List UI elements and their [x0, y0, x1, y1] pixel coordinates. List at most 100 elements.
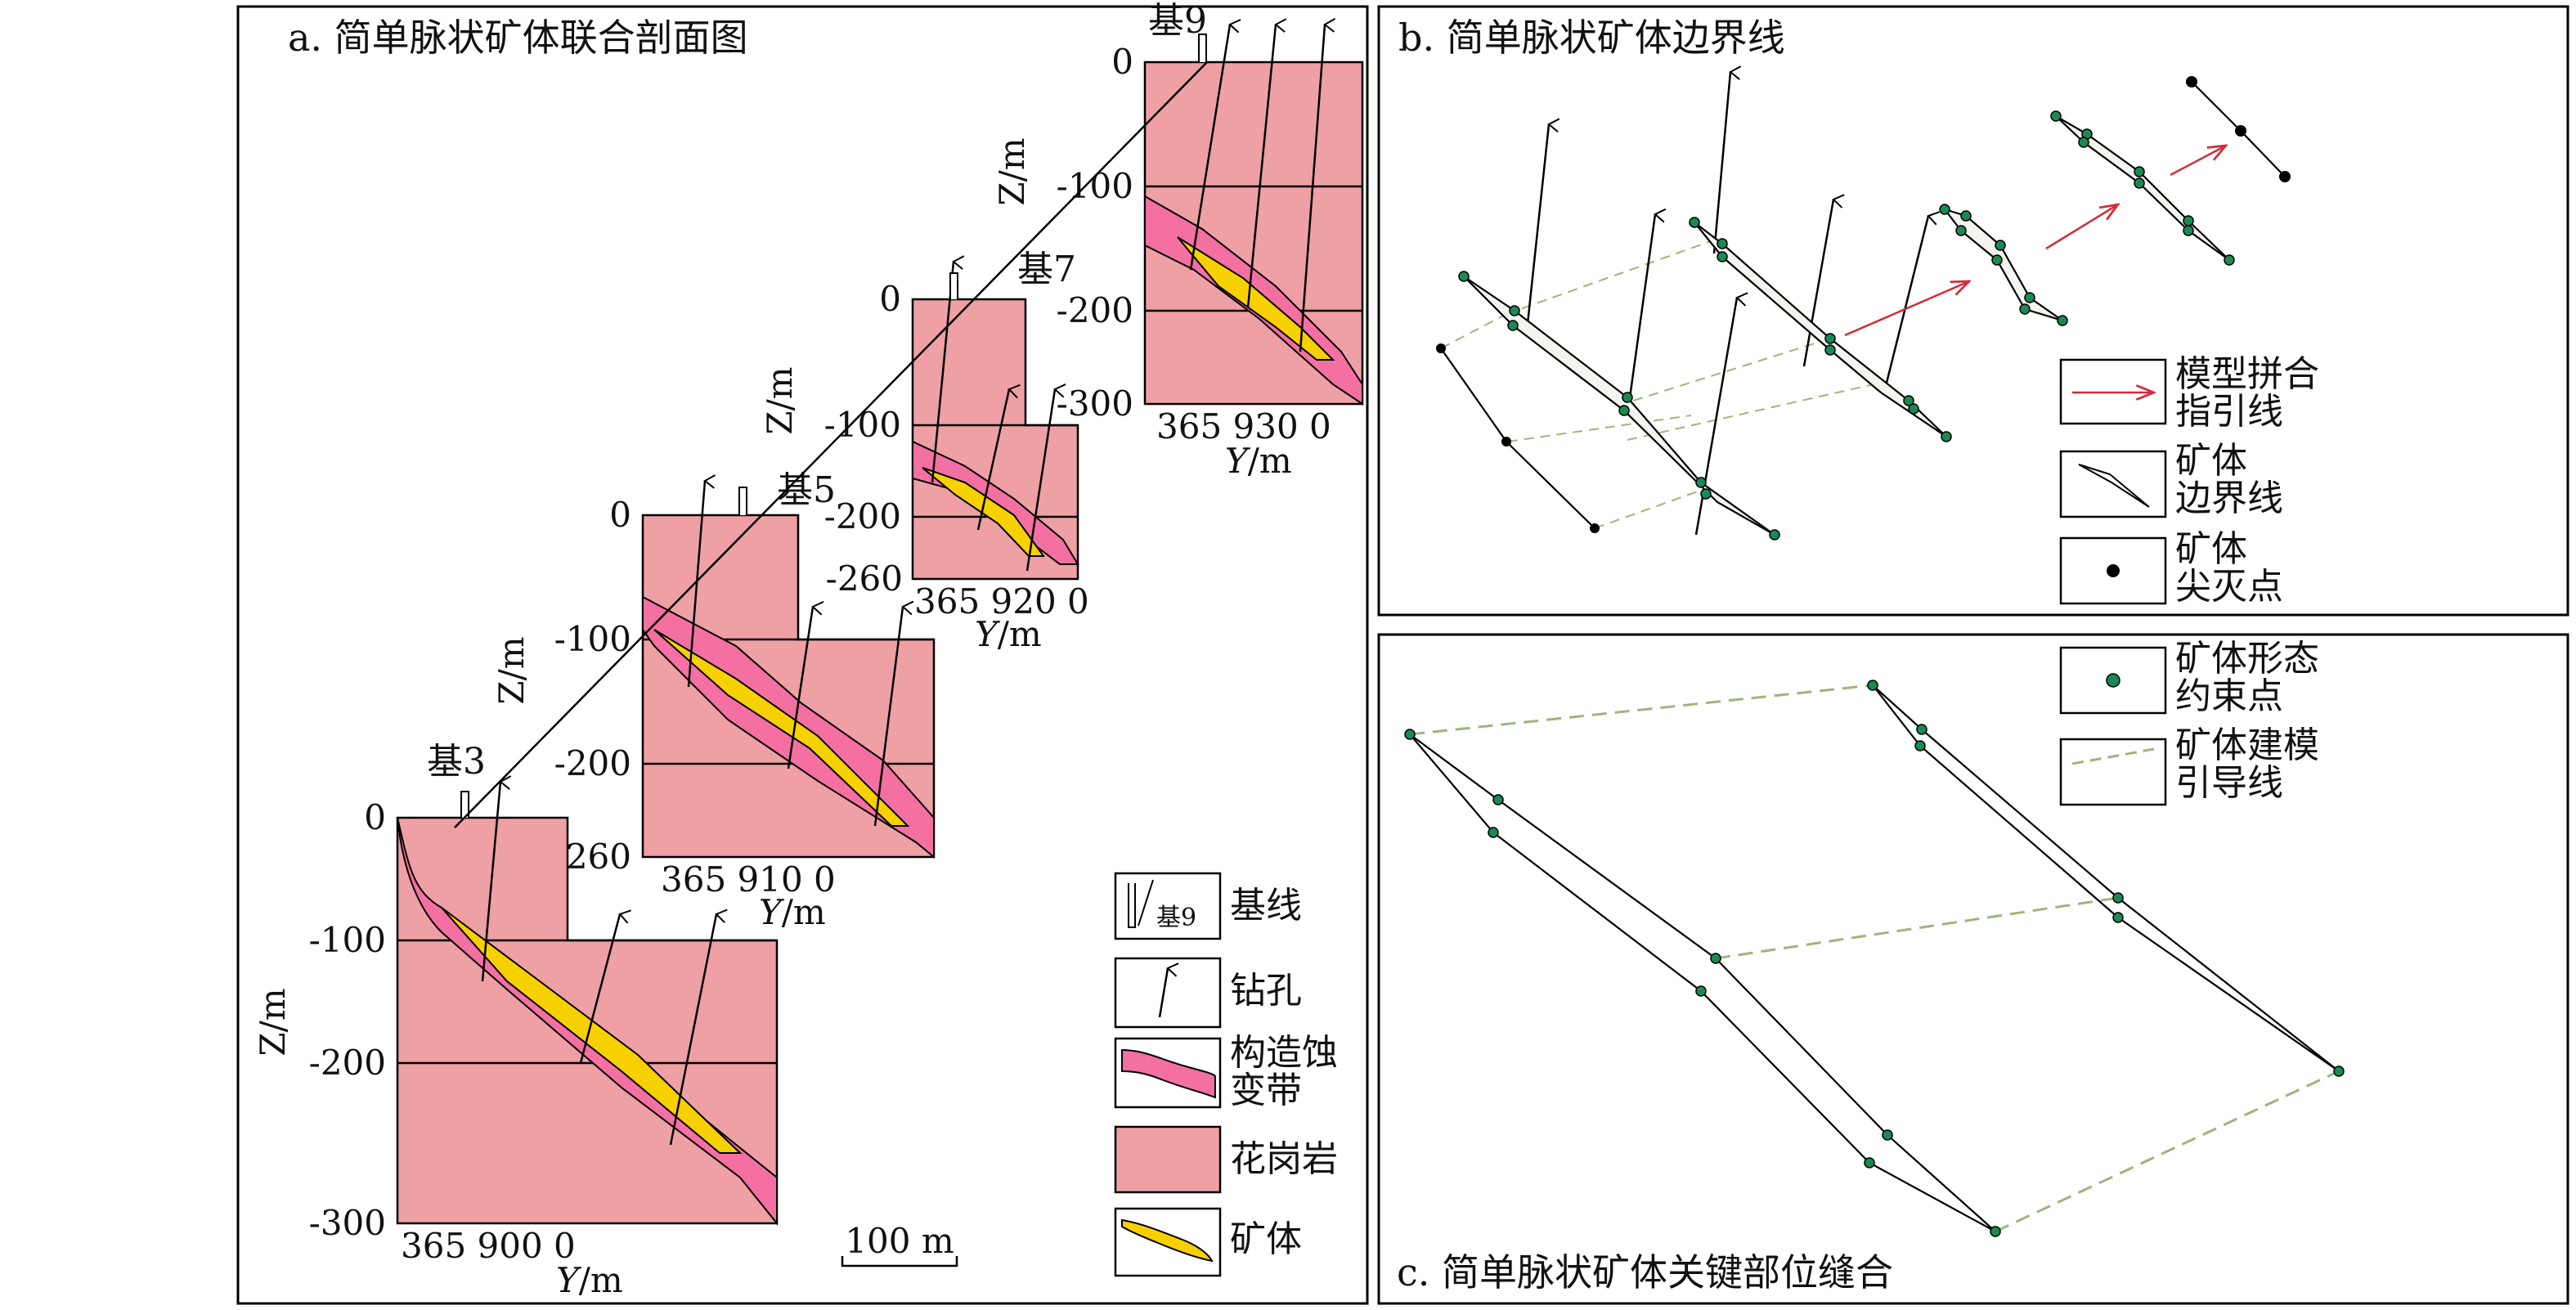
section-ji9: 基9 0 -100 -200 -300 Z/m 365 930 0 Y/m	[992, 0, 1364, 481]
constraint-point	[1695, 477, 1707, 488]
legend-constraint-text-2: 约束点	[2175, 675, 2283, 717]
section-ji5: 基5 0 -100 -200 260 Z/m 365 910 0 Y/m	[491, 469, 936, 932]
legend-granite-swatch	[1114, 1125, 1222, 1194]
constraint-point	[1488, 827, 1499, 838]
y-axis-label: Y/m	[1225, 441, 1292, 481]
constraint-point	[1991, 254, 2003, 266]
constraint-point	[1717, 238, 1728, 249]
constraint-point	[2078, 137, 2089, 148]
z-tick: -300	[1057, 384, 1133, 424]
constraint-point	[1824, 333, 1836, 344]
constraint-point	[1404, 729, 1416, 740]
drillhole	[687, 474, 716, 688]
constraint-point	[1914, 740, 1926, 751]
baseline-marker	[460, 791, 469, 818]
drillhole	[787, 600, 824, 769]
z-tick: 260	[566, 837, 631, 877]
constraint-point	[2333, 1065, 2345, 1077]
modeling-guide-line	[1409, 684, 1874, 736]
z-tick: 0	[1111, 42, 1133, 82]
ore-body	[441, 907, 743, 1154]
z-tick: 0	[609, 495, 631, 535]
baseline-icon-label: 基9	[1156, 904, 1196, 932]
constraint-point	[1492, 794, 1504, 805]
z-tick: -100	[1057, 166, 1133, 206]
z-tick: -200	[824, 496, 901, 536]
scale-bar: 100 m	[841, 1221, 958, 1267]
baseline-marker	[1198, 34, 1207, 62]
y-axis-label: Y/m	[556, 1260, 623, 1300]
z-tick: -200	[1057, 290, 1133, 330]
constraint-point	[1916, 724, 1928, 735]
legend-alteration-text-1: 构造蚀	[1230, 1032, 1338, 1074]
pinchout-point	[2186, 76, 2197, 87]
drillhole-icon	[1158, 962, 1179, 1018]
legend-pinchout-text-2: 尖灭点	[2175, 566, 2283, 608]
modeling-guide-line	[1995, 1070, 2340, 1233]
constraint-point	[1622, 392, 1633, 403]
z-axis-label: Z/m	[491, 636, 532, 704]
legend-drillhole-text: 钻孔	[1230, 970, 1302, 1012]
constraint-point	[1824, 344, 1836, 356]
constraint-point	[1769, 529, 1780, 541]
baseline-label: 基9	[1148, 0, 1207, 42]
legend-alteration-text-2: 变带	[1230, 1070, 1302, 1111]
constraint-icon	[2106, 673, 2120, 688]
legend-modeling-guide-text-1: 矿体建模	[2175, 725, 2319, 766]
constraint-point	[1507, 320, 1519, 331]
constraint-point	[1903, 395, 1914, 406]
guide-arrow-3	[2170, 146, 2226, 177]
constraint-point	[2024, 292, 2035, 303]
drillhole	[1299, 18, 1336, 352]
panel-a-frame	[236, 5, 1369, 1305]
y-tick-labels: 365 910 0	[661, 859, 836, 900]
drillhole	[1246, 18, 1287, 308]
constraint-point	[2112, 912, 2124, 923]
ore-body	[1177, 236, 1335, 361]
drillhole	[579, 909, 631, 1064]
drillhole	[1189, 19, 1241, 271]
constraint-point	[2183, 215, 2194, 227]
baseline-label: 基3	[427, 741, 486, 783]
panel-c-frame	[1377, 633, 2569, 1305]
pinchout-point	[1436, 343, 1446, 353]
legend-constraint-text-1: 矿体形态	[2175, 638, 2319, 680]
constraint-point	[1717, 251, 1728, 262]
constraint-point	[2224, 254, 2235, 266]
drillhole	[1025, 384, 1066, 572]
constraint-point	[2134, 166, 2145, 177]
constraint-point	[1908, 403, 1919, 415]
constraint-point	[1955, 225, 1967, 236]
legend-modeling-guide-text-2: 引导线	[2175, 762, 2283, 804]
pinchout-point	[2279, 171, 2291, 182]
modeling-guide-line	[1715, 896, 2119, 960]
ore-body	[653, 629, 910, 827]
pinchout-point	[2235, 125, 2246, 137]
boundary-icon	[2078, 464, 2150, 508]
constraint-point	[2134, 177, 2145, 189]
baseline-icon	[1128, 883, 1136, 928]
baseline-marker	[949, 272, 958, 299]
panel-b-frame	[1377, 5, 2569, 617]
legend-guide-text-1: 模型拼合	[2175, 353, 2319, 395]
pinchout-icon	[2107, 564, 2120, 577]
panel-b-content: 模型拼合 指引线 矿体 边界线 矿体 尖灭点	[1436, 65, 2319, 608]
z-axis-label: Z/m	[760, 366, 800, 434]
legend-boundary-text-2: 边界线	[2175, 478, 2283, 519]
legend-granite-text: 花岗岩	[1230, 1138, 1338, 1180]
constraint-point	[1458, 271, 1470, 282]
legend-ore-text: 矿体	[1230, 1218, 1302, 1260]
y-axis-label: Y/m	[975, 614, 1042, 654]
drillhole	[669, 908, 728, 1146]
alteration-icon	[1121, 1048, 1216, 1099]
z-tick: 0	[879, 279, 901, 319]
connecting-baseline	[454, 61, 1208, 828]
z-tick: -100	[309, 920, 386, 960]
guide-arrow-2	[2045, 204, 2118, 250]
z-tick: -260	[826, 559, 903, 599]
constraint-point	[1864, 1157, 1875, 1169]
drillhole	[976, 384, 1021, 531]
legend-pinchout-text-1: 矿体	[2175, 528, 2247, 570]
z-axis-label: Z/m	[253, 988, 293, 1056]
